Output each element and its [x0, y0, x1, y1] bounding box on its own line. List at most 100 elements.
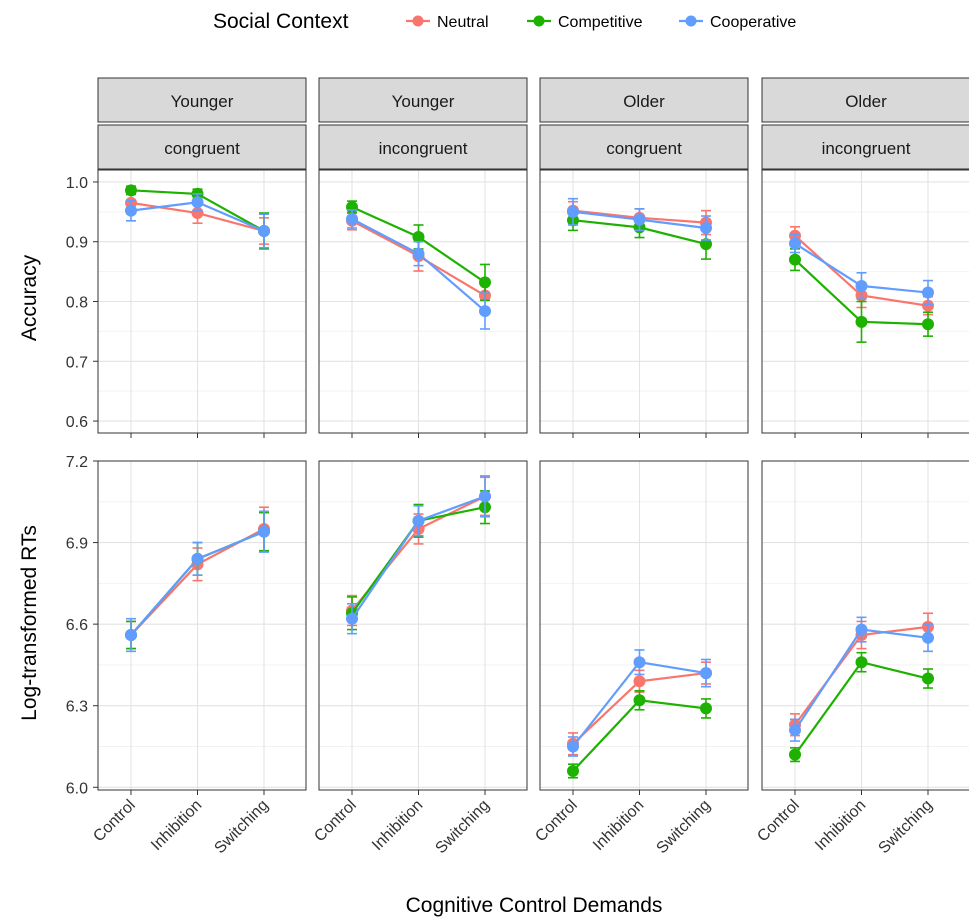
- legend-label-competitive: Competitive: [558, 14, 643, 31]
- panel: Control Inhibition Switching: [311, 460, 528, 857]
- panel: [318, 169, 528, 438]
- strip-group-box: [539, 77, 749, 123]
- data-point-competitive: [479, 276, 491, 289]
- y-tick-label: 0.8: [66, 295, 88, 312]
- data-point-cooperative: [258, 224, 270, 237]
- data-point-cooperative: [633, 213, 646, 226]
- strip-group-box: [97, 77, 307, 123]
- legend-entry-competitive: Competitive: [527, 14, 643, 31]
- legend-entry-neutral: Neutral: [406, 14, 489, 31]
- data-point-competitive: [855, 656, 868, 669]
- legend-label-neutral: Neutral: [437, 14, 489, 31]
- panel-border: [318, 169, 528, 434]
- data-point-cooperative: [191, 552, 204, 565]
- panel: [539, 169, 749, 438]
- panel: [97, 169, 307, 438]
- strip-label-group: Younger: [392, 92, 455, 111]
- data-point-competitive: [789, 253, 801, 266]
- strip-label-condition: congruent: [606, 139, 682, 158]
- y-tick-label: 6.0: [66, 780, 88, 797]
- legend-swatch-point: [412, 15, 424, 27]
- data-point-competitive: [700, 238, 712, 251]
- panel-border: [761, 460, 969, 791]
- data-point-cooperative: [567, 205, 579, 218]
- y-tick-label: 1.0: [66, 175, 88, 192]
- panel: Control Inhibition Switching: [90, 460, 307, 857]
- data-point-cooperative: [346, 213, 358, 226]
- data-point-competitive: [922, 672, 934, 685]
- panel-border: [97, 169, 307, 434]
- data-point-competitive: [125, 184, 137, 197]
- x-tick-label: Control: [311, 797, 359, 845]
- y-tick-label: 0.9: [66, 235, 88, 252]
- x-tick-label: Control: [90, 797, 138, 845]
- data-point-cooperative: [412, 514, 425, 527]
- x-tick-label: Inhibition: [590, 797, 647, 854]
- strip-label-condition: incongruent: [379, 139, 468, 158]
- panel: [761, 169, 969, 438]
- strip-condition-box: [97, 124, 307, 170]
- data-point-cooperative: [700, 667, 712, 680]
- data-point-cooperative: [789, 724, 801, 737]
- data-point-competitive: [412, 230, 425, 243]
- data-point-cooperative: [567, 740, 579, 753]
- data-point-cooperative: [855, 623, 868, 636]
- data-point-competitive: [567, 764, 579, 777]
- data-point-cooperative: [922, 286, 934, 299]
- y-tick-label: 6.6: [66, 617, 88, 634]
- data-point-cooperative: [258, 525, 270, 538]
- strip-label-condition: congruent: [164, 139, 240, 158]
- strip-label-group: Older: [623, 92, 665, 111]
- legend-swatch-point: [533, 15, 545, 27]
- strip-condition-box: [318, 124, 528, 170]
- x-axis-title: Cognitive Control Demands: [406, 894, 663, 917]
- data-point-competitive: [922, 318, 934, 331]
- y-axis-title-rt: Log-transformed RTs: [18, 525, 41, 721]
- data-point-cooperative: [855, 279, 868, 292]
- data-point-competitive: [700, 702, 712, 715]
- x-tick-label: Inhibition: [369, 797, 426, 854]
- y-tick-label: 0.6: [66, 414, 88, 431]
- x-tick-label: Switching: [875, 797, 935, 857]
- legend-swatch-point: [685, 15, 697, 27]
- data-point-cooperative: [700, 221, 712, 234]
- panel-border: [539, 169, 749, 434]
- data-point-competitive: [789, 748, 801, 761]
- panel: Control Inhibition Switching: [754, 460, 969, 857]
- strip-label-group: Older: [845, 92, 887, 111]
- data-point-cooperative: [125, 204, 137, 217]
- data-point-cooperative: [922, 631, 934, 644]
- panel: Control Inhibition Switching: [532, 460, 749, 857]
- y-tick-label: 6.3: [66, 699, 88, 716]
- y-tick-label: 7.2: [66, 454, 88, 471]
- panel-border: [761, 169, 969, 434]
- y-axis-title-accuracy: Accuracy: [18, 254, 41, 341]
- x-tick-label: Switching: [211, 797, 271, 857]
- legend-entry-cooperative: Cooperative: [679, 14, 796, 31]
- data-point-cooperative: [633, 656, 646, 669]
- x-tick-label: Switching: [432, 797, 492, 857]
- panel-border: [318, 460, 528, 791]
- strip-label-group: Younger: [171, 92, 234, 111]
- data-point-cooperative: [346, 612, 358, 625]
- x-tick-label: Inhibition: [812, 797, 869, 854]
- x-tick-label: Inhibition: [148, 797, 205, 854]
- strip-condition-box: [539, 124, 749, 170]
- data-point-neutral: [922, 299, 934, 312]
- strip-condition-box: [761, 124, 969, 170]
- data-point-cooperative: [479, 490, 491, 503]
- strip-label-condition: incongruent: [822, 139, 911, 158]
- legend: Social Context Neutral Competitive Coope…: [213, 10, 796, 33]
- data-point-neutral: [633, 675, 646, 688]
- data-point-cooperative: [412, 247, 425, 260]
- data-point-cooperative: [125, 629, 137, 642]
- data-point-competitive: [633, 694, 646, 707]
- facet-strips: Younger congruent Younger incongruent Ol…: [97, 77, 969, 170]
- data-point-cooperative: [789, 237, 801, 250]
- x-tick-label: Control: [532, 797, 580, 845]
- data-point-competitive: [855, 315, 868, 328]
- y-tick-label: 6.9: [66, 536, 88, 553]
- x-tick-label: Switching: [653, 797, 713, 857]
